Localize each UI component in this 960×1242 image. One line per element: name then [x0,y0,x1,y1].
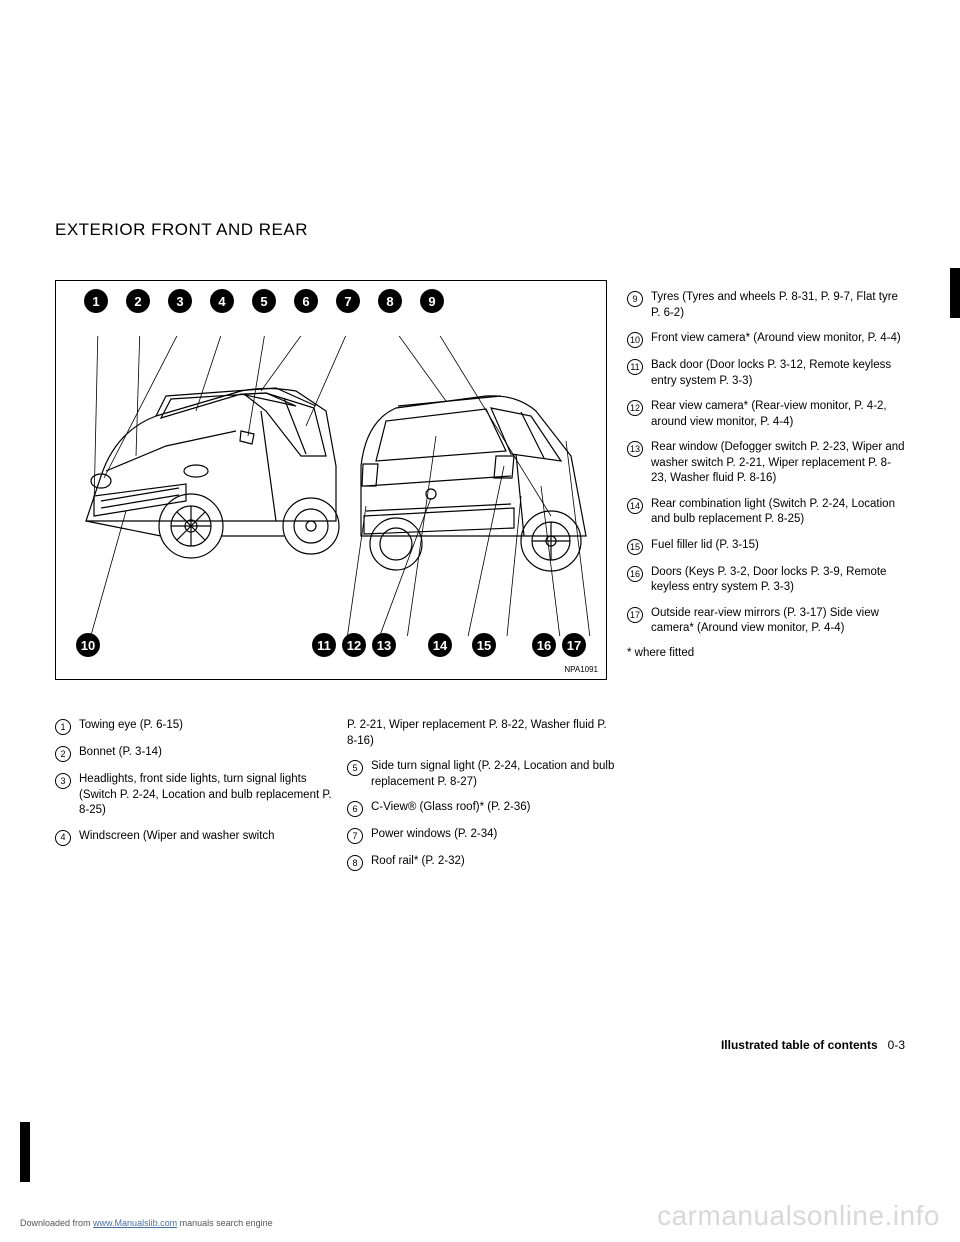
item-number: 13 [627,441,643,457]
list-item: 11 Back door (Door locks P. 3-12, Remote … [627,358,905,389]
item-number: 6 [347,801,363,817]
list-item: 14 Rear combination light (Switch P. 2-24… [627,497,905,528]
item-number: 14 [627,498,643,514]
crop-mark [20,1122,30,1182]
item-text: Back door (Door locks P. 3-12, Remote ke… [651,358,905,389]
item-number: 9 [627,291,643,307]
column-left: 1Towing eye (P. 6-15) 2Bonnet (P. 3-14) … [55,290,335,881]
item-number: 17 [627,607,643,623]
item-text: Rear combination light (Switch P. 2-24, … [651,497,905,528]
list-item: 16 Doors (Keys P. 3-2, Door locks P. 3-9,… [627,565,905,596]
item-number: 3 [55,773,71,789]
footer-section: Illustrated table of contents [721,1038,878,1052]
column-middle: P. 2-21, Wiper replacement P. 8-22, Wash… [335,290,615,881]
list-item: 1 Towing eye (P. 6-15) [55,718,335,735]
text-columns: 1Towing eye (P. 6-15) 2Bonnet (P. 3-14) … [55,290,905,881]
section-title: EXTERIOR FRONT AND REAR [55,220,905,240]
download-link[interactable]: www.Manualslib.com [93,1218,177,1228]
list-item: 17 Outside rear-view mirrors (P. 3-17) Si… [627,606,905,637]
item-continuation: P. 2-21, Wiper replacement P. 8-22, Wash… [347,718,615,749]
item-number: 15 [627,539,643,555]
item-number: 12 [627,400,643,416]
item-text: Roof rail* (P. 2-32) [371,854,615,870]
item-text: Outside rear-view mirrors (P. 3-17) Side… [651,606,905,637]
watermark: carmanualsonline.info [657,1200,940,1232]
list-item: 15 Fuel filler lid (P. 3-15) [627,538,905,555]
page-footer: Illustrated table of contents 0-3 [721,1038,905,1052]
item-text: Tyres (Tyres and wheels P. 8-31, P. 9-7,… [651,290,905,321]
item-text: Bonnet (P. 3-14) [79,745,335,761]
side-tab [950,268,960,318]
download-prefix: Downloaded from [20,1218,93,1228]
list-item: 9 Tyres (Tyres and wheels P. 8-31, P. 9-7… [627,290,905,321]
item-text: Fuel filler lid (P. 3-15) [651,538,905,554]
item-number: 8 [347,855,363,871]
item-text: Side turn signal light (P. 2-24, Locatio… [371,759,615,790]
list-item: 3 Headlights, front side lights, turn sig… [55,772,335,819]
item-text: Power windows (P. 2-34) [371,827,615,843]
item-text: C-View® (Glass roof)* (P. 2-36) [371,800,615,816]
list-item: 5 Side turn signal light (P. 2-24, Locati… [347,759,615,790]
footer-page-number: 0-3 [888,1038,905,1052]
item-text: Headlights, front side lights, turn sign… [79,772,335,819]
footnote: * where fitted [627,647,905,659]
column-right: 9 Tyres (Tyres and wheels P. 8-31, P. 9-7… [615,290,905,881]
item-text: Rear view camera* (Rear-view monitor, P.… [651,399,905,430]
list-item: 10 Front view camera* (Around view monito… [627,331,905,348]
list-item: 6 C-View® (Glass roof)* (P. 2-36) [347,800,615,817]
item-number: 4 [55,830,71,846]
list-item: 2 Bonnet (P. 3-14) [55,745,335,762]
list-item: 13 Rear window (Defogger switch P. 2-23, … [627,440,905,487]
list-item: 12 Rear view camera* (Rear-view monitor, … [627,399,905,430]
item-number: 5 [347,760,363,776]
item-text: Towing eye (P. 6-15) [79,718,335,734]
download-suffix: manuals search engine [177,1218,273,1228]
item-number: 10 [627,332,643,348]
item-text: Doors (Keys P. 3-2, Door locks P. 3-9, R… [651,565,905,596]
item-number: 7 [347,828,363,844]
item-number: 11 [627,359,643,375]
item-number: 16 [627,566,643,582]
item-text: Front view camera* (Around view monitor,… [651,331,905,347]
list-item: 8 Roof rail* (P. 2-32) [347,854,615,871]
list-item: 4 Windscreen (Wiper and washer switch [55,829,335,846]
item-number: 2 [55,746,71,762]
download-attribution: Downloaded from www.Manualslib.com manua… [20,1218,273,1228]
item-number: 1 [55,719,71,735]
item-text: Windscreen (Wiper and washer switch [79,829,335,845]
item-text: Rear window (Defogger switch P. 2-23, Wi… [651,440,905,487]
list-item: 7 Power windows (P. 2-34) [347,827,615,844]
